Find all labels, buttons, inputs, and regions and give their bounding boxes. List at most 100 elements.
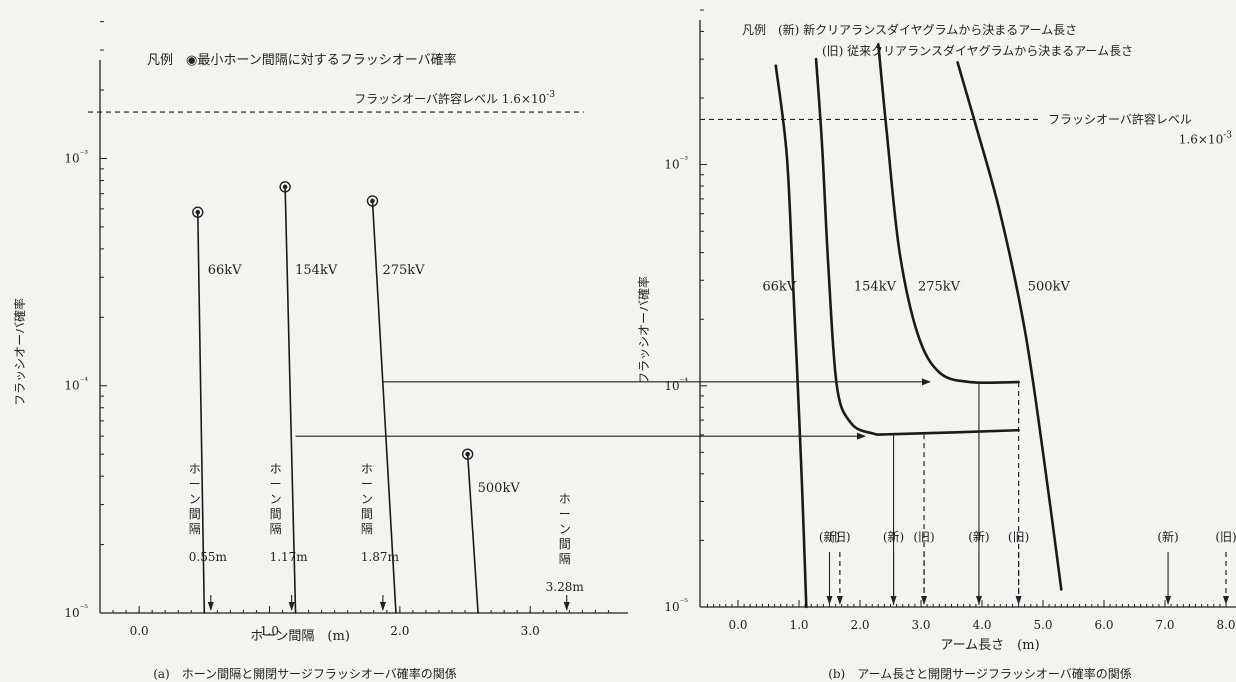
panel-a-gap-label-char: 間 [361,507,373,521]
panel-a-legend: 凡例 ◉最小ホーン間隔に対するフラッシオーバ確率 [147,52,457,68]
panel-a-gap-label-char: ン [361,492,373,506]
panel-b-x-tick-label: 1.0 [789,618,808,632]
panel-a-gap-label-char: 隔 [361,522,373,536]
panel-a-gap-label-char: 間 [189,507,201,521]
panel-a-gap-label: ホーン間隔 [270,462,282,536]
panel-a-gap-label-char: ン [559,522,571,536]
panel-b-marker-label: (新) [819,529,840,544]
panel-a-x-tick-label: 1.0 [260,624,279,638]
panel-b-marker-arrowhead [836,596,843,605]
panel-a-x-tick-label: 3.0 [521,624,540,638]
panel-b-marker-arrowhead [1165,596,1172,605]
panel-a-gap-label-char: ホ [270,462,282,476]
panel-b-marker-label: (旧) [1008,530,1029,544]
panel-b-marker-arrowhead [826,596,833,605]
panel-a-gap-label-char: 間 [559,537,571,551]
panel-a-gap-label-char: ホ [361,462,373,476]
panel-a-gap-label: ホーン間隔 [361,462,373,536]
panel-a-series-marker [192,206,204,218]
panel-a-gap-arrowhead [207,602,214,611]
panel-a-gap-label-char: ー [559,507,571,521]
panel-a-series-line [196,211,206,614]
panel-a-gap-label-char: ー [189,477,201,491]
panel-b-x-tick-label: 8.0 [1216,618,1235,632]
panel-b-x-tick-label: 0.0 [728,618,747,632]
panel-b-marker-label: (旧) [913,530,934,544]
panel-a-series-marker-dot [282,184,288,190]
panel-a-series-label: 275kV [382,263,425,278]
panel-b-curve-154kV [814,57,1020,436]
panel-a-y-axis-label: フラッシオーバ確率 [12,298,27,406]
panel-a-gap-arrowhead [379,602,386,611]
panel-b-x-tick-label: 3.0 [911,618,930,632]
panel-a-y-tick-label: 10⁻⁴ [64,377,88,393]
panel-b-caption: (b) アーム長さと開閉サージフラッシオーバ確率の関係 [828,666,1132,681]
panel-b-marker-arrowhead [1223,596,1229,605]
panel-a-series-label: 66kV [208,263,242,278]
panel-a-series-marker [279,181,291,193]
panel-b-marker-arrowhead [975,596,982,605]
panel-a-series-line [371,200,397,614]
panel-a-series-marker [461,448,474,460]
panel-a-gap-label-char: 隔 [559,552,571,566]
panel-b-x-tick-label: 6.0 [1094,618,1113,632]
panel-b-legend-line-1: 凡例 (新) 新クリアランスダイヤグラムから決まるアーム長さ [742,22,1077,37]
panel-b-y-tick-label: 10⁻⁵ [664,598,688,614]
panel-a-series-line [466,453,479,614]
panel-b-x-tick-label: 4.0 [972,618,991,632]
panel-a-threshold-label: フラッシオーバ許容レベル 1.6×10-3 [354,90,555,106]
panel-a-gap-value: 1.17m [270,550,309,564]
panel-a-gap-value: 0.55m [189,550,228,564]
panel-b-marker-arrowhead [1015,596,1022,605]
panel-b-x-tick-label: 5.0 [1033,618,1052,632]
panel-b-marker-label: (新) [968,529,989,544]
panel-b-marker-label: (新) [1157,529,1178,544]
panel-a-x-tick-label: 0.0 [130,624,149,638]
panel-a-series-marker-dot [195,209,201,215]
panel-a-y-tick-label: 10⁻³ [64,149,88,165]
panel-a-x-axis-label: ホーン間隔 (m) [250,629,350,644]
transfer-arrowhead-154kV [857,432,866,440]
panel-a-x-tick-label: 2.0 [390,624,409,638]
panel-a-y-tick-label: 10⁻⁵ [64,604,88,620]
panel-a-gap-label-char: ホ [559,492,571,506]
panel-b-marker-label: (新) [883,529,904,544]
panel-b-threshold-label: フラッシオーバ許容レベル [1048,111,1192,126]
panel-a-gap-label-char: 隔 [189,522,201,536]
panel-a-series-marker-dot [370,198,375,204]
panel-b-marker-arrowhead [890,596,897,605]
transfer-arrowhead-275kV [922,378,931,386]
panel-a-gap-label-char: ー [361,477,373,491]
panel-b-curve-275kV [877,42,1020,385]
panel-b-curve-label: 66kV [762,279,796,294]
panel-a-gap-label-char: ン [189,492,201,506]
panel-b-threshold-value: 1.6×10-3 [1179,130,1232,146]
panel-a-series-label: 154kV [295,263,338,278]
panel-b-curve-label: 500kV [1028,279,1071,294]
panel-a-gap-label: ホーン間隔 [189,462,201,536]
panel-b-curve-66kV [774,64,808,609]
panel-b-curve-label: 154kV [854,279,897,294]
panel-b-curve-label: 275kV [918,279,961,294]
panel-a-gap-label-char: ー [270,477,282,491]
panel-b-marker-arrowhead [921,596,928,605]
panel-a-gap-value: 3.28m [546,580,585,594]
panel-a-series-marker [366,195,379,207]
panel-a-gap-label-char: ホ [189,462,201,476]
panel-a-caption: (a) ホーン間隔と開閉サージフラッシオーバ確率の関係 [153,666,457,681]
panel-b-x-tick-label: 2.0 [850,618,869,632]
panel-b-legend-line-2: (旧) 従来クリアランスダイヤグラムから決まるアーム長さ [822,43,1133,58]
panel-a-series-line [284,186,297,614]
panel-b-marker-label: (旧) [1215,530,1236,544]
panel-a-gap-label: ホーン間隔 [559,492,571,566]
panel-a-series-label: 500kV [478,481,521,496]
panel-b-curve-500kV [956,61,1063,591]
panel-b-marker-label: (旧) [829,530,850,544]
panel-a-gap-arrowhead [288,602,295,611]
panel-b-x-axis-label: アーム長さ (m) [940,638,1039,653]
panel-a-gap-value: 1.87m [361,550,400,564]
panel-b-y-tick-label: 10⁻⁴ [664,377,688,393]
panel-b-x-tick-label: 7.0 [1155,618,1174,632]
